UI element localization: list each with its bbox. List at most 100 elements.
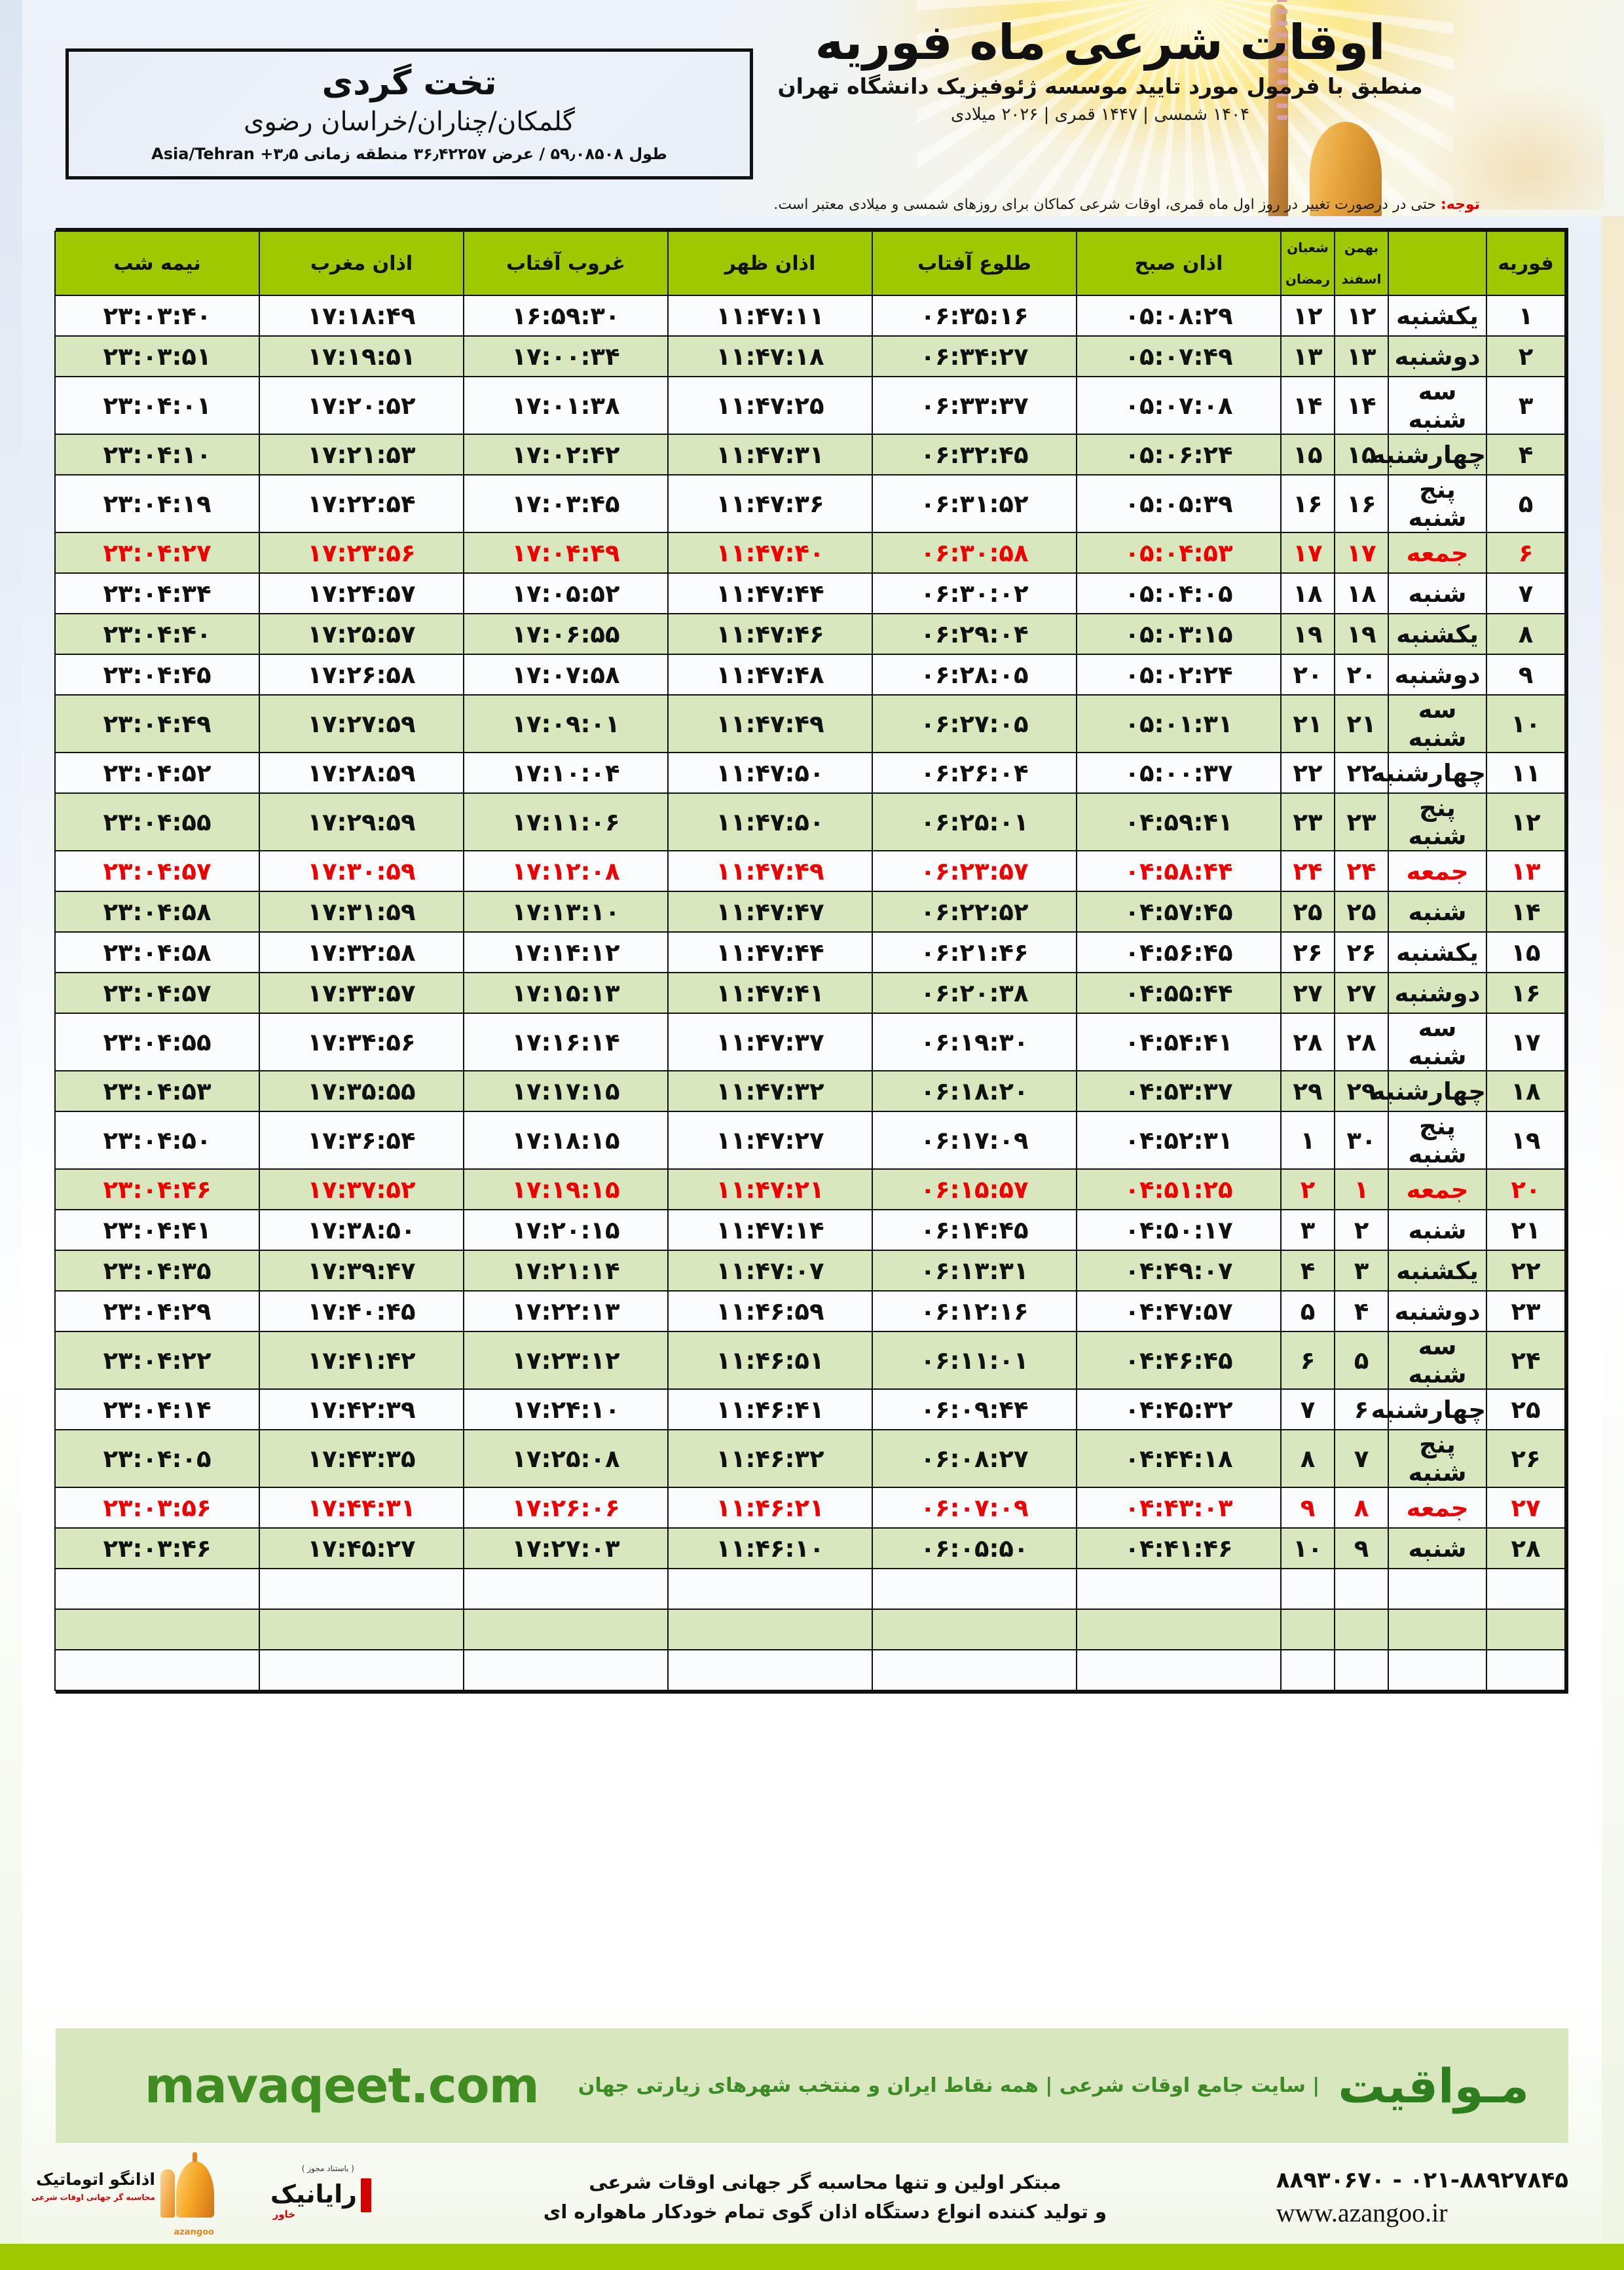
cell-fajr: ۰۴:۴۷:۵۷ bbox=[1076, 1290, 1282, 1332]
cell-qamari: ۷ bbox=[1280, 1388, 1335, 1430]
azangoo-subtitle: محاسبه گر جهانی اوقات شرعی bbox=[31, 2192, 155, 2202]
table-row: ۲۸ شنبه ۹ ۱۰ ۰۴:۴۱:۴۶ ۰۶:۰۵:۵۰ ۱۱:۴۶:۱۰ ۱۷:۲۷:۰… bbox=[54, 1527, 1566, 1569]
footer-website[interactable]: www.azangoo.ir bbox=[1276, 2197, 1448, 2227]
cell-weekday: چهارشنبه bbox=[1371, 1388, 1487, 1430]
cell-day: ۱۵ bbox=[1486, 931, 1566, 973]
footer-phone: ۰۲۱-۸۸۹۲۷۸۴۵ - ۸۸۹۳۰۶۷۰ bbox=[1276, 2167, 1568, 2193]
cell-maghrib: ۱۷:۲۴:۵۷ bbox=[259, 572, 464, 614]
table-row: ۷ شنبه ۱۸ ۱۸ ۰۵:۰۴:۰۵ ۰۶:۳۰:۰۲ ۱۱:۴۷:۴۴ ۱۷:۰۵:۵… bbox=[54, 572, 1566, 614]
mavaqeet-domain[interactable]: mavaqeet.com bbox=[144, 2057, 540, 2114]
cell-midnight bbox=[54, 1609, 260, 1650]
cell-sunrise: ۰۶:۳۵:۱۶ bbox=[872, 295, 1077, 337]
table-row-empty bbox=[54, 1568, 1566, 1610]
cell-midnight: ۲۳:۰۴:۵۷ bbox=[54, 972, 260, 1014]
cell-shamsi: ۲۳ bbox=[1334, 792, 1389, 851]
cell-midnight: ۲۳:۰۴:۴۵ bbox=[54, 654, 260, 696]
cell-shamsi: ۱۴ bbox=[1334, 376, 1389, 435]
cell-sunset: ۱۷:۱۵:۱۳ bbox=[463, 972, 669, 1014]
cell-sunset: ۱۷:۰۹:۰۱ bbox=[463, 694, 669, 753]
cell-fajr bbox=[1076, 1609, 1282, 1650]
cell-qamari: ۱۷ bbox=[1280, 532, 1335, 574]
col-header-day: فوریه bbox=[1486, 231, 1566, 296]
shrine-illustration bbox=[1264, 0, 1428, 216]
cell-dhuhr: ۱۱:۴۷:۴۱ bbox=[667, 972, 873, 1014]
cell-day: ۱۴ bbox=[1486, 891, 1566, 933]
cell-day: ۱۸ bbox=[1486, 1070, 1566, 1112]
cell-dhuhr: ۱۱:۴۷:۳۱ bbox=[667, 434, 873, 475]
cell-shamsi: ۲۹ bbox=[1334, 1070, 1389, 1112]
cell-weekday: شنبه bbox=[1388, 572, 1487, 614]
azangoo-wordmark: azangoo bbox=[174, 2227, 214, 2237]
cell-fajr: ۰۵:۰۴:۵۳ bbox=[1076, 532, 1282, 574]
cell-fajr: ۰۴:۵۹:۴۱ bbox=[1076, 792, 1282, 851]
cell-midnight: ۲۳:۰۴:۲۷ bbox=[54, 532, 260, 574]
cell-sunrise: ۰۶:۱۲:۱۶ bbox=[872, 1290, 1077, 1332]
cell-dhuhr: ۱۱:۴۷:۲۵ bbox=[667, 376, 873, 435]
cell-dhuhr: ۱۱:۴۷:۵۰ bbox=[667, 792, 873, 851]
cell-fajr: ۰۴:۴۵:۳۲ bbox=[1076, 1388, 1282, 1430]
cell-fajr: ۰۴:۵۶:۴۵ bbox=[1076, 931, 1282, 973]
cell-midnight: ۲۳:۰۴:۵۵ bbox=[54, 1013, 260, 1071]
cell-qamari: ۲ bbox=[1280, 1168, 1335, 1210]
cell-sunrise: ۰۶:۱۱:۰۱ bbox=[872, 1331, 1077, 1390]
cell-dhuhr: ۱۱:۴۷:۴۹ bbox=[667, 694, 873, 753]
cell-shamsi: ۹ bbox=[1334, 1527, 1389, 1569]
table-row: ۱۱ چهارشنبه ۲۲ ۲۲ ۰۵:۰۰:۳۷ ۰۶:۲۶:۰۴ ۱۱:۴۷:۵۰ ۱۷… bbox=[54, 752, 1566, 794]
cell-weekday: جمعه bbox=[1388, 532, 1487, 574]
cell-weekday: دوشنبه bbox=[1388, 972, 1487, 1014]
gold-glow-decoration bbox=[1414, 79, 1604, 210]
cell-sunrise: ۰۶:۲۵:۰۱ bbox=[872, 792, 1077, 851]
cell-sunrise: ۰۶:۲۹:۰۴ bbox=[872, 613, 1077, 655]
cell-day: ۱۰ bbox=[1486, 694, 1566, 753]
rayanik-logo: ( باستناد مجوز ) رایانیک خاور bbox=[236, 2161, 374, 2233]
cell-shamsi: ۱۷ bbox=[1334, 532, 1389, 574]
cell-day: ۱۷ bbox=[1486, 1013, 1566, 1071]
cell-maghrib: ۱۷:۴۱:۴۲ bbox=[259, 1331, 464, 1390]
cell-sunrise: ۰۶:۱۵:۵۷ bbox=[872, 1168, 1077, 1210]
cell-midnight: ۲۳:۰۴:۴۹ bbox=[54, 694, 260, 753]
cell-midnight: ۲۳:۰۴:۵۳ bbox=[54, 1070, 260, 1112]
cell-maghrib: ۱۷:۲۳:۵۶ bbox=[259, 532, 464, 574]
cell-shamsi: ۱۶ bbox=[1334, 474, 1389, 533]
cell-dhuhr: ۱۱:۴۷:۳۶ bbox=[667, 474, 873, 533]
cell-sunset: ۱۷:۱۴:۱۲ bbox=[463, 931, 669, 973]
cell-midnight: ۲۳:۰۴:۴۱ bbox=[54, 1209, 260, 1251]
cell-shamsi: ۵ bbox=[1334, 1331, 1389, 1390]
cell-sunrise: ۰۶:۰۹:۴۴ bbox=[872, 1388, 1077, 1430]
cell-sunrise: ۰۶:۳۲:۴۵ bbox=[872, 434, 1077, 475]
rayanik-subtitle-bottom: خاور bbox=[272, 2208, 295, 2220]
col-header-fajr: اذان صبح bbox=[1076, 231, 1282, 296]
cell-day: ۲۴ bbox=[1486, 1331, 1566, 1390]
cell-weekday: دوشنبه bbox=[1388, 1290, 1487, 1332]
cell-sunset: ۱۷:۲۷:۰۳ bbox=[463, 1527, 669, 1569]
minaret-beads-decoration bbox=[1277, 0, 1287, 122]
cell-weekday: یکشنبه bbox=[1388, 1250, 1487, 1292]
cell-qamari: ۱ bbox=[1280, 1111, 1335, 1170]
cell-qamari: ۸ bbox=[1280, 1429, 1335, 1488]
cell-dhuhr: ۱۱:۴۷:۳۲ bbox=[667, 1070, 873, 1112]
cell-fajr: ۰۴:۴۳:۰۳ bbox=[1076, 1487, 1282, 1529]
cell-dhuhr: ۱۱:۴۶:۳۲ bbox=[667, 1429, 873, 1488]
cell-maghrib: ۱۷:۳۸:۵۰ bbox=[259, 1209, 464, 1251]
cell-dhuhr: ۱۱:۴۷:۵۰ bbox=[667, 752, 873, 794]
cell-sunset: ۱۷:۱۶:۱۴ bbox=[463, 1013, 669, 1071]
cell-shamsi: ۷ bbox=[1334, 1429, 1389, 1488]
cell-weekday: جمعه bbox=[1388, 1487, 1487, 1529]
cell-shamsi: ۲۸ bbox=[1334, 1013, 1389, 1071]
cell-sunset: ۱۷:۱۰:۰۴ bbox=[463, 752, 669, 794]
cell-shamsi: ۴ bbox=[1334, 1290, 1389, 1332]
col-header-weekday bbox=[1388, 231, 1487, 296]
cell-qamari: ۲۲ bbox=[1280, 752, 1335, 794]
cell-sunrise: ۰۶:۲۱:۴۶ bbox=[872, 931, 1077, 973]
cell-qamari: ۱۹ bbox=[1280, 613, 1335, 655]
cell-maghrib: ۱۷:۳۱:۵۹ bbox=[259, 891, 464, 933]
cell-qamari: ۲۳ bbox=[1280, 792, 1335, 851]
cell-midnight: ۲۳:۰۴:۰۱ bbox=[54, 376, 260, 435]
cell-weekday: پنج شنبه bbox=[1388, 1429, 1487, 1488]
cell-fajr: ۰۴:۵۷:۴۵ bbox=[1076, 891, 1282, 933]
table-row: ۱۶ دوشنبه ۲۷ ۲۷ ۰۴:۵۵:۴۴ ۰۶:۲۰:۳۸ ۱۱:۴۷:۴۱ ۱۷:۱… bbox=[54, 972, 1566, 1014]
col-header-shamsi: بهمن اسفند bbox=[1334, 231, 1389, 296]
cell-day: ۲۲ bbox=[1486, 1250, 1566, 1292]
cell-dhuhr: ۱۱:۴۷:۱۸ bbox=[667, 335, 873, 377]
